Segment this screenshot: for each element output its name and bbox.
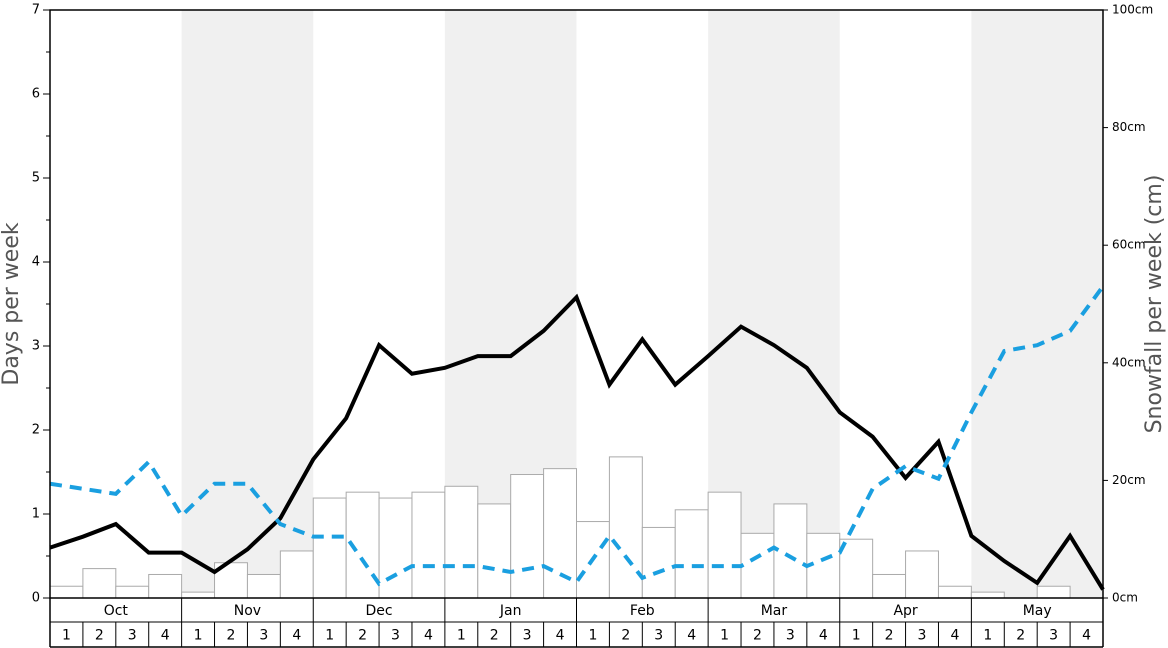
week-label: 3 <box>1049 628 1058 644</box>
bar <box>82 568 117 599</box>
month-label: Jan <box>499 603 522 619</box>
month-label: Oct <box>104 603 129 619</box>
bar <box>378 497 413 599</box>
week-label: 2 <box>621 628 630 644</box>
y2-tick-label: 60cm <box>1112 238 1146 252</box>
week-label: 2 <box>490 628 499 644</box>
bar <box>279 550 314 599</box>
week-label: 4 <box>687 628 696 644</box>
week-label: 2 <box>227 628 236 644</box>
week-label: 1 <box>457 628 466 644</box>
week-label: 3 <box>259 628 268 644</box>
month-shade <box>181 10 314 598</box>
week-label: 1 <box>588 628 597 644</box>
bar <box>246 573 281 599</box>
week-label: 3 <box>523 628 532 644</box>
week-label: 4 <box>950 628 959 644</box>
y-tick-label: 6 <box>32 87 40 102</box>
y2-tick-label: 40cm <box>1112 355 1146 369</box>
bar <box>872 573 907 599</box>
bar <box>740 532 775 599</box>
week-label: 2 <box>753 628 762 644</box>
month-label: Mar <box>761 603 788 619</box>
week-label: 1 <box>325 628 334 644</box>
week-label: 4 <box>819 628 828 644</box>
bar <box>905 550 939 599</box>
month-label: Apr <box>893 603 917 619</box>
y-tick-label: 5 <box>32 171 40 186</box>
week-label: 4 <box>556 628 565 644</box>
y-tick-label: 3 <box>32 339 40 354</box>
week-label: 1 <box>720 628 729 644</box>
bar <box>543 468 577 599</box>
y-axis-title: Days per week <box>0 222 24 385</box>
week-label: 3 <box>654 628 663 644</box>
bar <box>510 474 545 599</box>
bar <box>444 485 479 599</box>
bar <box>641 526 676 599</box>
week-label: 1 <box>62 628 71 644</box>
bar <box>707 491 742 599</box>
week-label: 3 <box>128 628 137 644</box>
week-label: 3 <box>391 628 400 644</box>
bar <box>937 585 972 599</box>
bar <box>608 456 643 599</box>
y2-axis-title: Snowfall per week (cm) <box>1142 175 1167 434</box>
bar <box>49 585 84 599</box>
y-tick-label: 4 <box>32 255 40 270</box>
line <box>49 293 1105 591</box>
week-label: 1 <box>194 628 203 644</box>
week-label: 2 <box>1016 628 1025 644</box>
month-label: Nov <box>234 603 261 619</box>
week-label: 3 <box>918 628 927 644</box>
y-tick-label: 0 <box>32 591 40 606</box>
week-label: 1 <box>983 628 992 644</box>
week-label: 2 <box>885 628 894 644</box>
y2-tick-label: 0cm <box>1112 591 1138 605</box>
y2-tick-label: 100cm <box>1112 3 1153 17</box>
y-tick-label: 7 <box>32 3 40 18</box>
week-label: 2 <box>358 628 367 644</box>
bar <box>773 503 808 599</box>
y2-tick-label: 80cm <box>1112 120 1146 134</box>
week-label: 3 <box>786 628 795 644</box>
week-label: 1 <box>852 628 861 644</box>
week-label: 4 <box>292 628 301 644</box>
month-label: Dec <box>366 603 393 619</box>
week-label: 4 <box>1082 628 1091 644</box>
y-tick-label: 2 <box>32 423 40 438</box>
bar <box>312 497 347 599</box>
week-label: 4 <box>161 628 170 644</box>
bar <box>181 591 216 599</box>
bar <box>839 538 874 599</box>
bar <box>674 509 709 599</box>
bar <box>148 573 183 599</box>
month-label: May <box>1023 603 1052 619</box>
month-label: Feb <box>630 603 655 619</box>
week-label: 4 <box>424 628 433 644</box>
bar <box>411 491 446 599</box>
bar <box>1036 585 1071 599</box>
bar <box>970 591 1005 599</box>
month-shade <box>971 10 1103 598</box>
bar <box>115 585 150 599</box>
y-tick-label: 1 <box>32 507 40 522</box>
week-label: 2 <box>95 628 104 644</box>
bar <box>477 503 512 599</box>
y2-tick-label: 20cm <box>1112 473 1146 487</box>
